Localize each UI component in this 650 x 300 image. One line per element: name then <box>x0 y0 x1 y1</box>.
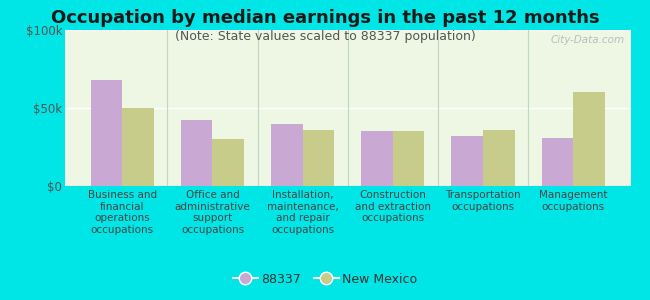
Bar <box>181 121 213 186</box>
Bar <box>573 92 604 186</box>
Bar <box>122 108 154 186</box>
Bar <box>452 136 483 186</box>
Bar <box>541 138 573 186</box>
Bar <box>303 130 334 186</box>
Text: (Note: State values scaled to 88337 population): (Note: State values scaled to 88337 popu… <box>175 30 475 43</box>
Text: City-Data.com: City-Data.com <box>551 35 625 45</box>
Bar <box>91 80 122 186</box>
Bar <box>271 124 303 186</box>
Bar <box>393 131 424 186</box>
Text: Occupation by median earnings in the past 12 months: Occupation by median earnings in the pas… <box>51 9 599 27</box>
Bar <box>361 131 393 186</box>
Bar <box>483 130 515 186</box>
Legend: 88337, New Mexico: 88337, New Mexico <box>227 268 422 291</box>
Bar <box>213 139 244 186</box>
